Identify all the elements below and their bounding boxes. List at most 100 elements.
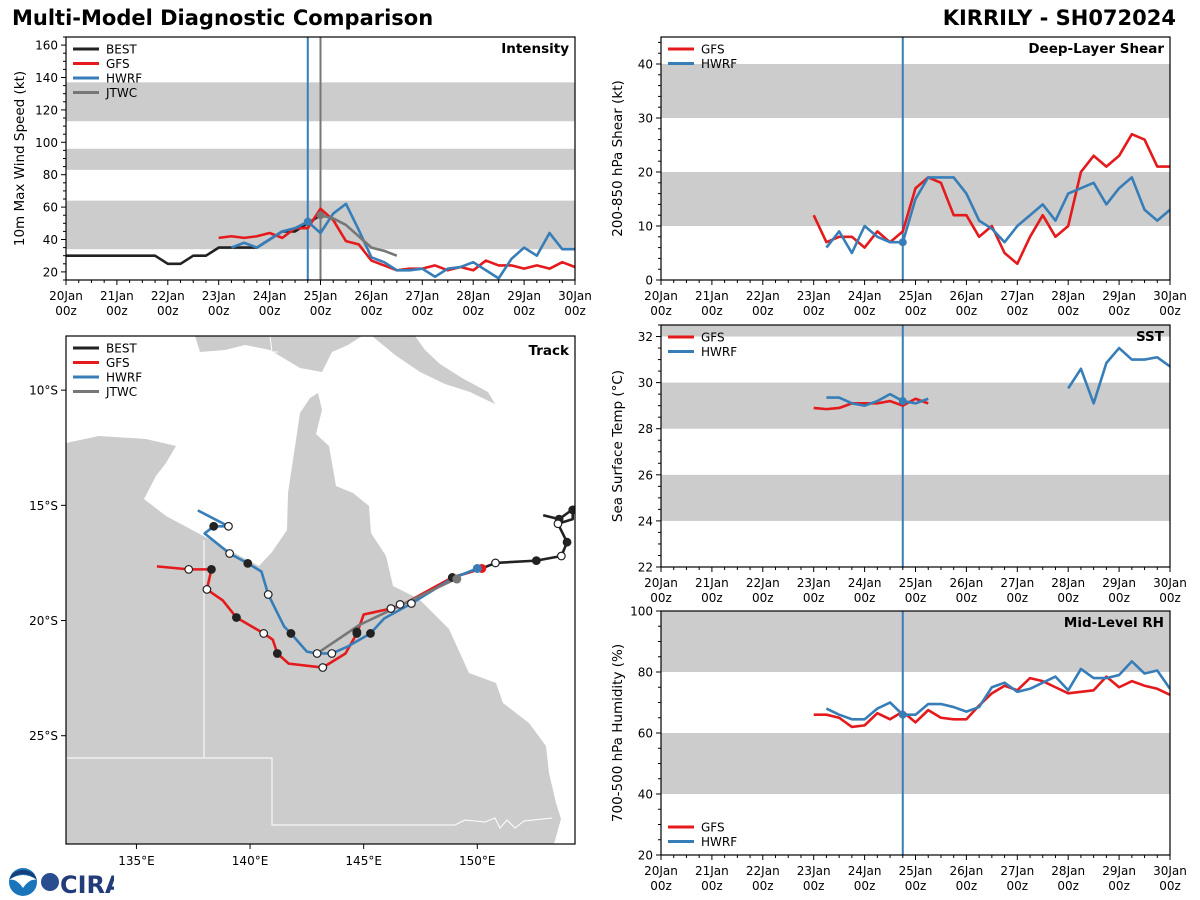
x-tick-label-hour: 00z: [106, 304, 128, 318]
x-tick-label-date: 23Jan: [797, 864, 831, 878]
x-tick-label-hour: 00z: [412, 304, 434, 318]
x-tick-label-date: 28Jan: [1051, 864, 1085, 878]
legend-label-hwrf: HWRF: [701, 345, 737, 359]
x-tick-label-date: 22Jan: [746, 289, 780, 303]
country-border: [269, 336, 278, 353]
australia-landmass: [66, 393, 561, 844]
x-tick-label-date: 22Jan: [746, 864, 780, 878]
y-tick-label: 40: [43, 233, 58, 247]
track-marker-best: [562, 537, 572, 547]
track-line-jtwc: [316, 577, 458, 655]
x-tick-label-date: 25Jan: [899, 289, 933, 303]
series-line-gfs: [812, 132, 1170, 266]
y-tick-label: 24: [638, 514, 653, 528]
x-tick-label-hour: 00z: [701, 304, 723, 318]
x-tick-label-date: 29Jan: [507, 289, 541, 303]
y-tick-label: 60: [43, 201, 58, 215]
x-tick-label-date: 30Jan: [558, 289, 592, 303]
track-marker-hwrf: [406, 599, 416, 608]
init-point-hwrf: [303, 217, 312, 226]
legend-label-best: BEST: [106, 342, 137, 356]
init-point-jtwc: [316, 211, 325, 220]
x-tick-label-hour: 00z: [1007, 879, 1029, 893]
panel-title: Deep-Layer Shear: [1028, 41, 1164, 57]
legend-label-hwrf: HWRF: [701, 835, 737, 849]
threshold-band: [661, 64, 1170, 118]
x-tick-label-hour: 00z: [1057, 591, 1079, 605]
x-tick-label-date: 22Jan: [151, 289, 185, 303]
x-tick-label-hour: 00z: [1159, 304, 1181, 318]
track-marker-hwrf: [263, 590, 273, 599]
y-tick-label: 120: [35, 103, 58, 117]
track-marker-best: [568, 505, 575, 515]
storm-id-title: KIRRILY - SH072024: [942, 6, 1176, 30]
x-tick-label-hour: 00z: [1108, 879, 1130, 893]
series-line-hwrf: [826, 392, 929, 407]
y-axis-label: 200-850 hPa Shear (kt): [610, 80, 626, 237]
x-tick-label-date: 23Jan: [797, 289, 831, 303]
y-tick-label: 30: [638, 112, 653, 126]
track-marker-jtwc: [312, 649, 322, 658]
legend-label-gfs: GFS: [701, 43, 725, 57]
x-tick-label-date: 27Jan: [1000, 576, 1034, 590]
track-marker-hwrf: [224, 521, 233, 531]
x-tick-label-date: 24Jan: [848, 864, 882, 878]
panel-title: Track: [529, 343, 570, 359]
track-marker-hwrf: [209, 521, 219, 531]
x-tick-label-hour: 00z: [803, 879, 825, 893]
x-tick-label-date: 28Jan: [456, 289, 490, 303]
legend-label-hwrf: HWRF: [106, 72, 142, 86]
new-guinea-landmass: [195, 336, 362, 372]
x-tick-label-date: 26Jan: [355, 289, 389, 303]
x-tick-label-hour: 00z: [462, 304, 484, 318]
globe-icon: [41, 873, 59, 891]
y-tick-label: 80: [43, 168, 58, 182]
x-tick-label-date: 24Jan: [848, 576, 882, 590]
init-point-hwrf: [898, 710, 907, 719]
y-tick-label: 32: [638, 330, 653, 344]
threshold-band: [661, 474, 1170, 521]
track-marker-gfs: [202, 585, 212, 594]
legend-label-gfs: GFS: [701, 821, 725, 835]
x-tick-label-date: 27Jan: [1000, 864, 1034, 878]
x-tick-label-hour: 00z: [564, 304, 586, 318]
y-tick-label: 28: [638, 422, 653, 436]
track-panel: 135°E 140°E 145°E 150°E 10°S 15°S 20°S 25°S Trac…: [29, 335, 576, 868]
x-tick-label-date: 27Jan: [1000, 289, 1034, 303]
x-tick-label-date: 23Jan: [202, 289, 236, 303]
series-line-hwrf: [825, 176, 1170, 255]
x-tick-label-hour: 00z: [1007, 304, 1029, 318]
track-marker-hwrf: [243, 558, 253, 568]
x-tick-label-date: 21Jan: [695, 864, 729, 878]
threshold-band: [661, 325, 1170, 337]
series-line-jtwc: [320, 213, 398, 257]
x-tick-label-date: 26Jan: [950, 289, 984, 303]
x-tick-label-hour: 00z: [157, 304, 179, 318]
x-tick-label-date: 26Jan: [950, 576, 984, 590]
y-tick-label: 30: [638, 376, 653, 390]
x-tick-label-hour: 00z: [1007, 591, 1029, 605]
current-position-hwrf: [472, 563, 482, 573]
y-tick-label: 60: [638, 727, 653, 741]
legend-label-best: BEST: [106, 43, 137, 57]
x-tick-label-hour: 00z: [208, 304, 230, 318]
y-tick-label: 40: [638, 58, 653, 72]
track-marker-best: [556, 551, 566, 561]
x-tick-label-date: 20Jan: [644, 576, 678, 590]
x-tick-label-hour: 00z: [310, 304, 332, 318]
y-tick-label: 160: [35, 39, 58, 53]
track-marker-hwrf: [286, 629, 296, 638]
x-tick-label-date: 30Jan: [1153, 864, 1187, 878]
y-tick-label: 20: [43, 265, 58, 279]
x-tick-label-hour: 00z: [361, 304, 383, 318]
lat-tick-label: 20°S: [29, 614, 58, 628]
x-tick-label-hour: 00z: [803, 591, 825, 605]
x-tick-label-date: 28Jan: [1051, 289, 1085, 303]
series-line-gfs: [813, 675, 1170, 729]
track-marker-jtwc: [395, 599, 405, 609]
state-border: [204, 757, 553, 829]
legend-label-gfs: GFS: [106, 356, 130, 370]
track-marker-gfs: [272, 649, 282, 658]
series-line-hwrf: [1067, 346, 1170, 405]
